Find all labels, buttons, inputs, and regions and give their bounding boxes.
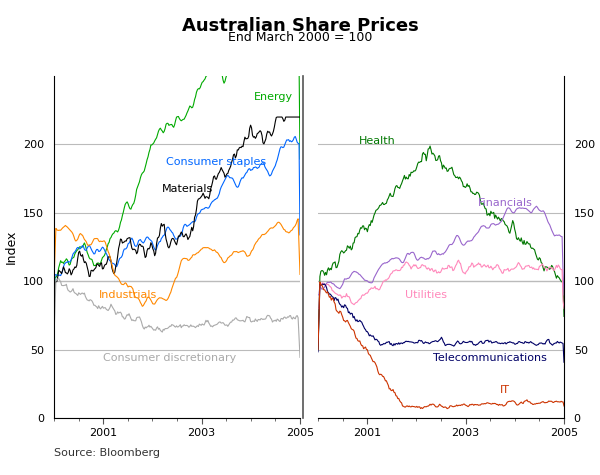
Text: Source: Bloomberg: Source: Bloomberg (54, 448, 160, 458)
Text: Energy: Energy (253, 93, 293, 103)
Text: IT: IT (500, 385, 510, 395)
Text: Industrials: Industrials (98, 290, 157, 300)
Text: Materials: Materials (162, 184, 214, 194)
Y-axis label: Index: Index (5, 230, 17, 264)
Text: Consumer discretionary: Consumer discretionary (103, 352, 236, 362)
Text: End March 2000 = 100: End March 2000 = 100 (228, 31, 372, 44)
Text: Telecommunications: Telecommunications (433, 352, 547, 362)
Text: Utilities: Utilities (405, 290, 447, 300)
Text: Consumer staples: Consumer staples (166, 157, 266, 167)
Text: Australian Share Prices: Australian Share Prices (182, 17, 418, 35)
Text: Health: Health (359, 136, 395, 146)
Text: Financials: Financials (478, 198, 532, 208)
